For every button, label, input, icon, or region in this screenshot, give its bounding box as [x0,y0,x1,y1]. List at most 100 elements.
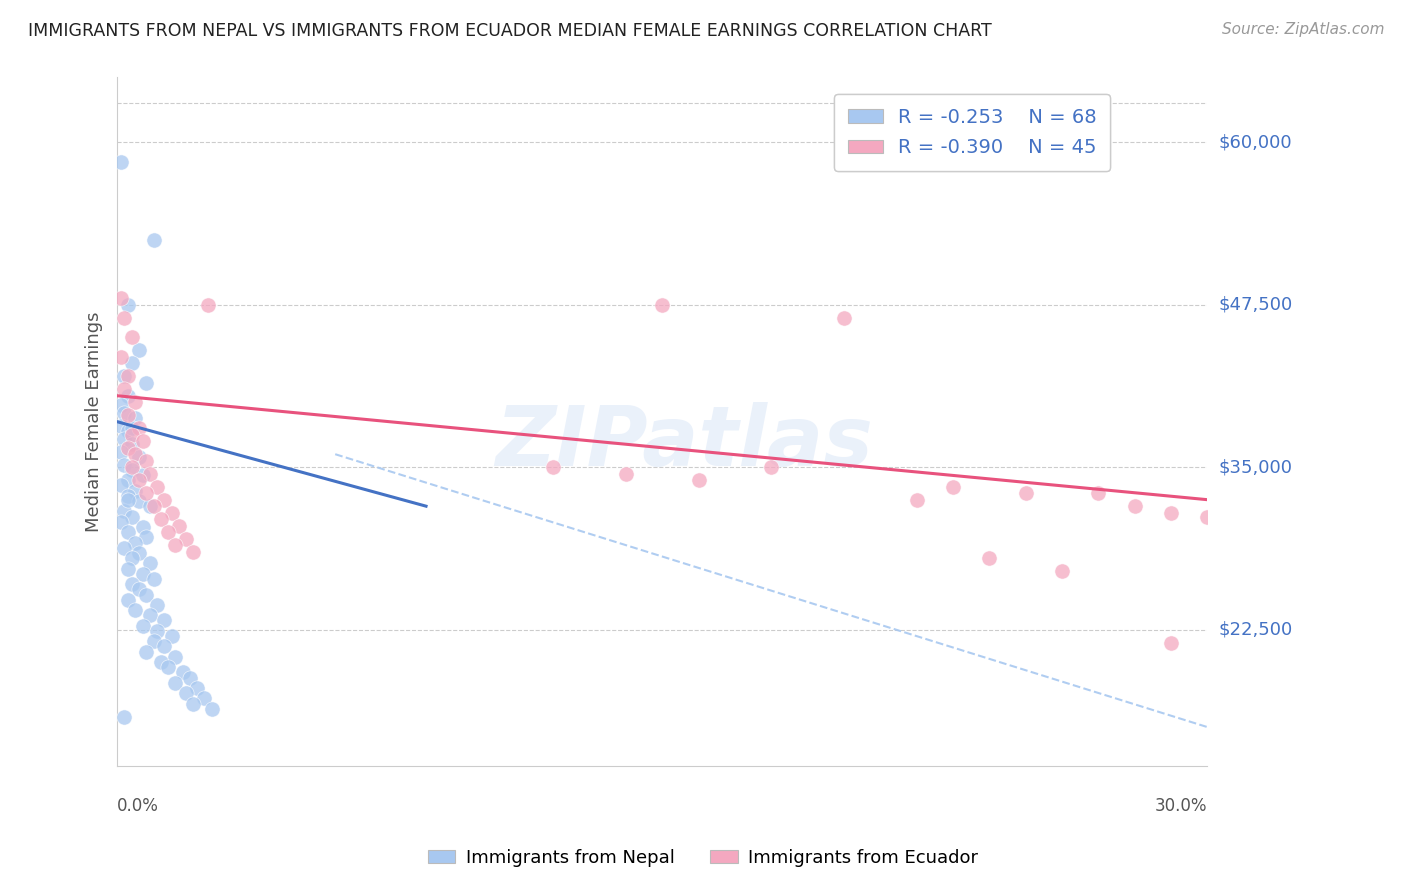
Point [117,561,139,575]
Point [117,489,139,503]
Point [128,421,150,435]
Point [179,671,201,685]
Point [128,582,150,597]
Point [114,310,136,325]
Point [157,525,180,540]
Text: $47,500: $47,500 [1219,296,1292,314]
Point [1160,635,1182,649]
Point [124,395,146,409]
Point [121,437,143,451]
Point [651,298,673,312]
Point [135,453,157,467]
Point [124,535,146,549]
Y-axis label: Median Female Earnings: Median Female Earnings [86,311,103,532]
Text: 30.0%: 30.0% [1154,797,1208,814]
Text: $35,000: $35,000 [1219,458,1292,476]
Point [128,494,150,508]
Point [142,233,165,247]
Point [146,598,169,612]
Point [114,458,136,472]
Point [1123,499,1146,513]
Point [1087,486,1109,500]
Point [172,665,194,680]
Point [114,504,136,518]
Point [117,441,139,455]
Point [124,447,146,461]
Point [135,587,157,601]
Point [121,330,143,344]
Point [153,640,176,654]
Point [128,546,150,560]
Point [942,480,965,494]
Point [160,506,183,520]
Point [146,624,169,638]
Text: ZIPatlas: ZIPatlas [495,402,873,483]
Point [165,538,187,552]
Point [135,486,157,500]
Point [135,376,157,390]
Point [117,492,139,507]
Point [110,515,132,529]
Point [110,444,132,458]
Point [121,356,143,370]
Point [160,629,183,643]
Point [114,369,136,384]
Text: IMMIGRANTS FROM NEPAL VS IMMIGRANTS FROM ECUADOR MEDIAN FEMALE EARNINGS CORRELAT: IMMIGRANTS FROM NEPAL VS IMMIGRANTS FROM… [28,22,991,40]
Point [131,520,153,534]
Point [124,603,146,617]
Point [128,450,150,464]
Text: Source: ZipAtlas.com: Source: ZipAtlas.com [1222,22,1385,37]
Point [905,492,928,507]
Point [110,398,132,412]
Point [761,460,783,475]
Point [139,467,162,481]
Point [174,532,197,546]
Point [121,509,143,524]
Point [117,389,139,403]
Point [114,432,136,446]
Point [114,541,136,555]
Point [117,525,139,540]
Point [142,572,165,586]
Point [541,460,564,475]
Point [1160,506,1182,520]
Point [139,499,162,513]
Point [165,649,187,664]
Point [1050,564,1073,578]
Point [142,499,165,513]
Point [139,608,162,623]
Point [124,483,146,498]
Point [124,410,146,425]
Text: $60,000: $60,000 [1219,134,1292,152]
Point [167,518,190,533]
Point [183,697,205,711]
Point [165,676,187,690]
Point [114,382,136,396]
Point [153,614,176,628]
Point [131,434,153,449]
Text: 0.0%: 0.0% [117,797,159,814]
Point [121,427,143,442]
Point [110,478,132,492]
Point [117,369,139,384]
Point [157,660,180,674]
Point [142,634,165,648]
Point [117,298,139,312]
Point [117,592,139,607]
Point [174,686,197,700]
Point [131,467,153,482]
Point [183,544,205,558]
Point [135,645,157,659]
Point [110,350,132,364]
Point [121,577,143,591]
Point [121,551,143,566]
Point [131,618,153,632]
Point [110,154,132,169]
Point [117,473,139,487]
Point [110,418,132,433]
Point [149,655,172,669]
Point [121,460,143,475]
Point [201,702,224,716]
Point [688,473,710,487]
Point [121,463,143,477]
